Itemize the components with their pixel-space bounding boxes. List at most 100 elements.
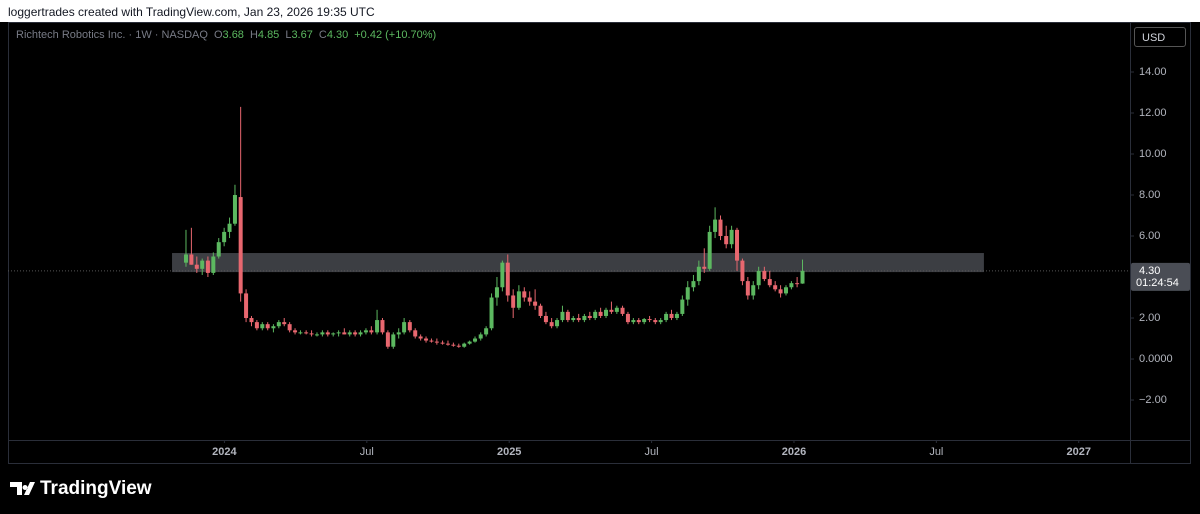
candle-body [358, 332, 363, 335]
candle-body [680, 299, 685, 314]
candle-body [445, 343, 450, 345]
candle-body [598, 311, 603, 316]
candle-body [260, 324, 265, 329]
y-tick-label: 10.00 [1139, 148, 1167, 160]
candle-body [254, 322, 259, 329]
legend-value: 3.68 [222, 29, 244, 41]
candle-body [238, 197, 243, 294]
candle-body [691, 281, 696, 288]
candle-body [762, 270, 767, 280]
candle-body [385, 332, 390, 347]
candle-body [276, 322, 281, 327]
candle-body [778, 289, 783, 294]
candle-body [538, 305, 543, 316]
candle-body [669, 313, 674, 319]
candle-body [363, 330, 368, 333]
y-tick-label: 8.00 [1139, 189, 1160, 201]
legend-key: H [249, 29, 258, 41]
candle-body [636, 320, 641, 323]
candle-body [467, 341, 472, 344]
candle-body [795, 283, 800, 285]
candle-body [756, 270, 761, 286]
candle-body [232, 195, 237, 224]
candle-body [200, 260, 205, 269]
candle-body [642, 319, 647, 323]
candle-body [560, 311, 565, 321]
candle-body [216, 242, 221, 257]
header: loggertrades created with TradingView.co… [0, 0, 1200, 22]
x-tick-label: 2024 [212, 446, 237, 458]
candle-body [298, 332, 303, 334]
candle-body [189, 254, 194, 265]
currency-button[interactable]: USD [1134, 27, 1186, 47]
candle-body [707, 231, 712, 269]
candle-body [647, 319, 652, 321]
candle-body [745, 281, 750, 296]
candle-body [484, 328, 489, 335]
candle-body [789, 283, 794, 288]
candle-body [473, 338, 478, 342]
countdown: 01:24:54 [1136, 277, 1179, 289]
candle-body [451, 344, 456, 346]
x-tick-label: 2025 [497, 446, 521, 458]
candle-body [440, 342, 445, 344]
candle-body [505, 262, 510, 296]
candle-body [549, 322, 554, 327]
candle-body [456, 345, 461, 347]
candle-body [783, 287, 788, 294]
candle-body [375, 320, 380, 333]
candle-body [194, 264, 199, 269]
y-tick-label: 12.00 [1139, 107, 1167, 119]
candle-body [587, 315, 592, 319]
candle-body [325, 332, 330, 335]
candle-body [282, 322, 287, 325]
x-tick-label: 2027 [1066, 446, 1090, 458]
candle-body [304, 332, 309, 334]
candle-body [582, 315, 587, 321]
candle-body [773, 285, 778, 290]
x-tick-label: 2026 [782, 446, 806, 458]
candle-body [555, 320, 560, 327]
candle-body [434, 341, 439, 343]
candle-body [342, 332, 347, 335]
candle-body [407, 322, 412, 331]
candle-body [522, 291, 527, 298]
candle-body [402, 322, 407, 333]
candle-body [543, 315, 548, 323]
candle-body [533, 301, 538, 306]
candle-body [565, 311, 570, 321]
logo-icon [10, 482, 35, 495]
candle-body [718, 219, 723, 237]
candle-body [658, 320, 663, 323]
candle-body [489, 297, 494, 329]
candle-body [593, 311, 598, 319]
candle-body [391, 334, 396, 347]
candle-body [205, 260, 210, 273]
x-tick-label: Jul [645, 446, 659, 458]
candle-body [576, 318, 581, 321]
y-tick-label: 14.00 [1139, 66, 1167, 78]
candle-body [396, 332, 401, 335]
candle-body [604, 309, 609, 316]
candle-body [713, 219, 718, 232]
candle-body [685, 287, 690, 300]
x-tick-label: Jul [360, 446, 374, 458]
candle-body [462, 343, 467, 347]
candle-body [418, 336, 423, 339]
candle-body [353, 332, 358, 335]
last-price-box [1131, 262, 1190, 291]
price-zone [172, 253, 984, 273]
candle-body [724, 236, 729, 245]
legend-value: 4.30 [326, 29, 349, 41]
candle-body [500, 262, 505, 288]
candle-body [287, 324, 292, 331]
candle-body [331, 333, 336, 335]
y-tick-label: 2.00 [1139, 312, 1160, 324]
legend-value: 4.85 [257, 29, 280, 41]
candle-body [516, 291, 521, 308]
legend-key: O [213, 29, 223, 41]
candle-body [494, 287, 499, 298]
candle-body [347, 332, 352, 335]
